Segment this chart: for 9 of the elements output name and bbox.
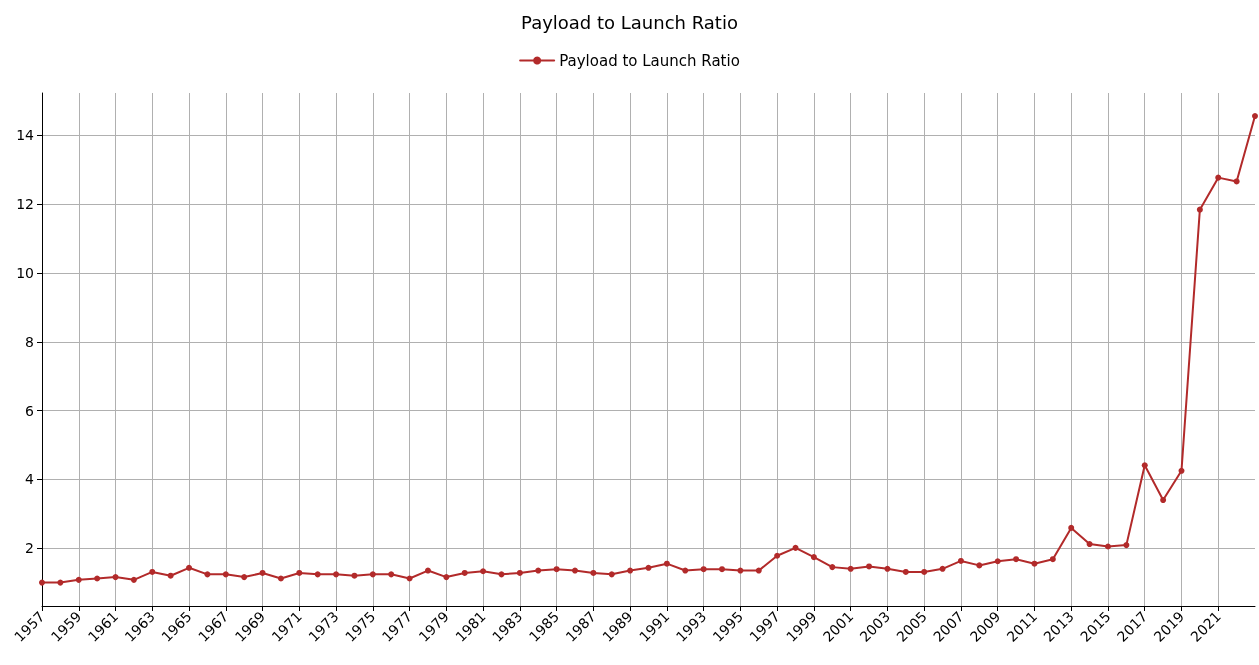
- y-tick-label: 2: [25, 540, 34, 557]
- y-tick-label: 10: [16, 264, 34, 281]
- chart-title: Payload to Launch Ratio: [521, 11, 738, 33]
- legend-label: Payload to Launch Ratio: [559, 51, 740, 70]
- y-tick-label: 14: [16, 127, 35, 144]
- y-tick-label: 4: [25, 471, 35, 488]
- y-tick-label: 6: [25, 402, 35, 419]
- y-tick-label: 8: [25, 333, 34, 350]
- y-tick-label: 12: [16, 196, 34, 213]
